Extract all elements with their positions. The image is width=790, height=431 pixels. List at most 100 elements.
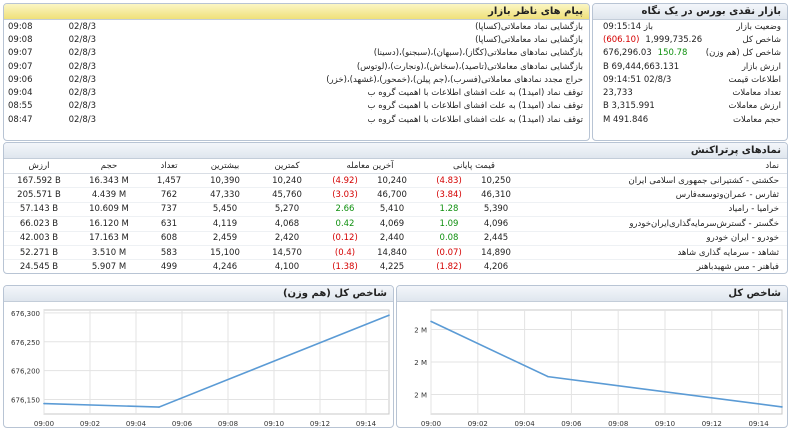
market-summary-value-cell: 1,999,735.26 (606.10) bbox=[593, 33, 706, 46]
cell-value: 52.271 B bbox=[4, 245, 74, 261]
table-row[interactable]: 205.571 B 4.439 M 762 47,330 45,760 (3.03) 46,… bbox=[4, 187, 787, 203]
market-summary-value-cell: 23,733 bbox=[593, 86, 706, 99]
cell-min: 4,100 bbox=[256, 259, 318, 273]
cell-min: 4,068 bbox=[256, 216, 318, 232]
cell-symbol[interactable]: خگستر - گسترش‌سرمایه‌گذاری‌ایران‌خودرو bbox=[526, 216, 787, 232]
market-summary-panel: بازار نقدی بورس در یک نگاه وضعیت بازار با… bbox=[592, 3, 788, 141]
message-time: 09:08 bbox=[8, 21, 33, 32]
x-tick-label: 09:06 bbox=[172, 420, 193, 426]
equal-weight-index-chart-title: شاخص کل (هم وزن) bbox=[4, 286, 393, 302]
x-tick-label: 09:14 bbox=[749, 420, 770, 426]
cell-symbol[interactable]: ثفارس - عمران‌وتوسعه‌فارس bbox=[526, 187, 787, 203]
market-summary-change: 150.78 bbox=[657, 48, 688, 59]
cell-symbol[interactable]: خودرو - ایران‌ خودرو bbox=[526, 231, 787, 246]
market-summary-value: 1,999,735.26 bbox=[645, 34, 703, 45]
cell-symbol[interactable]: حکشتی - کشتیرانی جمهوری اسلامی ایران bbox=[526, 173, 787, 189]
final-price-change: 1.28 bbox=[439, 204, 459, 215]
market-summary-label: حجم معاملات bbox=[733, 114, 781, 125]
message-date: 02/8/3 bbox=[68, 34, 96, 45]
plot-area bbox=[43, 309, 390, 415]
cell-max: 15,100 bbox=[194, 245, 256, 261]
x-tick-label: 09:04 bbox=[515, 420, 536, 426]
cell-min: 2,420 bbox=[256, 231, 318, 246]
last-trade-price: 4,069 bbox=[379, 218, 405, 229]
series-point bbox=[547, 375, 549, 378]
cell-final-price: (4.83) 10,250 bbox=[422, 173, 526, 189]
market-summary-value-cell: باز 09:15:14 bbox=[593, 20, 706, 33]
y-tick-label: 676,250 bbox=[11, 339, 40, 347]
cell-symbol[interactable]: ثشاهد - سرمایه گذاری شاهد bbox=[526, 245, 787, 261]
cell-last-trade: (4.92) 10,240 bbox=[318, 173, 422, 189]
final-price: 4,206 bbox=[483, 262, 509, 273]
table-row[interactable]: 24.545 B 5.907 M 499 4,246 4,100 (1.38) 4,225(… bbox=[4, 259, 787, 273]
col-header-count[interactable]: تعداد bbox=[144, 159, 194, 174]
message-row[interactable]: 08:47 02/8/3 توقف نماد (امید1) به علت افشا… bbox=[4, 113, 589, 126]
col-header-volume[interactable]: حجم bbox=[74, 159, 144, 174]
table-row[interactable]: 52.271 B 3.510 M 583 15,100 14,570 (0.4) 14,84… bbox=[4, 245, 787, 261]
market-summary-table: وضعیت بازار باز 09:15:14 شاخص کل 1,999,735.… bbox=[593, 20, 787, 126]
message-date: 02/8/3 bbox=[68, 74, 96, 85]
x-tick-label: 09:12 bbox=[702, 420, 722, 426]
message-text: توقف نماد (امید1) به علت افشای اطلاعات ب… bbox=[367, 101, 583, 112]
message-row[interactable]: 09:06 02/8/3 حراج مجدد نمادهای معاملاتی(فس… bbox=[4, 73, 589, 86]
table-row[interactable]: 167.592 B 16.343 M 1,457 10,390 10,240 (4.92)… bbox=[4, 173, 787, 189]
message-text: توقف نماد (امید1) به علت افشای اطلاعات ب… bbox=[367, 88, 583, 99]
col-header-last-trade[interactable]: آخرین معامله bbox=[318, 159, 422, 174]
final-price-change: (4.83) bbox=[436, 175, 462, 186]
message-row[interactable]: 09:04 02/8/3 توقف نماد (امید1) به علت افشا… bbox=[4, 86, 589, 99]
final-price-change: 0.08 bbox=[439, 233, 459, 244]
message-row[interactable]: 08:55 02/8/3 توقف نماد (امید1) به علت افشا… bbox=[4, 100, 589, 113]
message-time: 09:04 bbox=[8, 88, 33, 99]
table-row[interactable]: 66.023 B 16.120 M 631 4,119 4,068 0.42 4,069 1.… bbox=[4, 216, 787, 232]
col-header-min[interactable]: کمترین bbox=[256, 159, 318, 174]
message-row[interactable]: 09:08 02/8/3 بازگشایی نماد معاملاتی(کساپا) bbox=[4, 33, 589, 46]
last-trade-price: 10,240 bbox=[377, 175, 407, 186]
cell-min: 5,270 bbox=[256, 202, 318, 218]
message-time: 09:08 bbox=[8, 34, 33, 45]
series-point bbox=[43, 402, 45, 405]
col-header-final-price[interactable]: قیمت پایانی bbox=[422, 159, 526, 174]
cell-value: 42.003 B bbox=[4, 231, 74, 246]
cell-final-price: 0.08 2,445 bbox=[422, 231, 526, 246]
market-summary-change: (606.10) bbox=[603, 34, 640, 45]
table-row[interactable]: 57.143 B 10.609 M 737 5,450 5,270 2.66 5,410 1.… bbox=[4, 202, 787, 218]
market-messages-table: 09:08 02/8/3 بازگشایی نماد معاملاتی(کساپا)… bbox=[4, 20, 589, 126]
message-row[interactable]: 09:08 02/8/3 بازگشایی نماد معاملاتی(کساپا) bbox=[4, 20, 589, 33]
cell-volume: 16.120 M bbox=[74, 216, 144, 232]
x-tick-label: 09:08 bbox=[608, 420, 628, 426]
last-trade-change: (0.4) bbox=[334, 247, 356, 258]
message-date: 02/8/3 bbox=[68, 114, 96, 125]
final-price: 14,890 bbox=[481, 247, 511, 258]
cell-symbol[interactable]: خرامیا - رامیاد bbox=[526, 202, 787, 218]
table-header-row: ارزش حجم تعداد بیشترین کمترین آخرین معام… bbox=[4, 159, 787, 174]
col-header-value[interactable]: ارزش bbox=[4, 159, 74, 174]
total-index-chart-panel: شاخص کل 09:00 09:02 09:04 09:06 09:08 09:10 09… bbox=[396, 285, 788, 428]
last-trade-change: (1.38) bbox=[332, 262, 358, 273]
cell-last-trade: (1.38) 4,225 bbox=[318, 259, 422, 273]
cell-final-price: (1.82) 4,206 bbox=[422, 259, 526, 273]
market-summary-value-cell: 676,296.03 150.78 bbox=[593, 47, 706, 60]
message-date: 02/8/3 bbox=[68, 101, 96, 112]
cell-count: 583 bbox=[144, 245, 194, 261]
cell-volume: 4.439 M bbox=[74, 187, 144, 203]
cell-final-price: (3.84) 46,310 bbox=[422, 187, 526, 203]
cell-symbol[interactable]: فباهنر - مس‌ شهیدباهنر bbox=[526, 259, 787, 273]
x-tick-label: 09:00 bbox=[34, 420, 54, 426]
cell-last-trade: 2.66 5,410 bbox=[318, 202, 422, 218]
message-text: حراج مجدد نمادهای معاملاتی(فسرب)،(جم پیل… bbox=[326, 74, 583, 85]
cell-last-trade: (0.4) 14,840 bbox=[318, 245, 422, 261]
equal-weight-index-chart-panel: شاخص کل (هم وزن) 09:00 09:02 09:04 09:06 09:… bbox=[3, 285, 394, 428]
market-summary-value-cell: 69,444,663.131 B bbox=[593, 60, 706, 73]
col-header-symbol[interactable]: نماد bbox=[526, 159, 787, 174]
cell-volume: 5.907 M bbox=[74, 259, 144, 273]
last-trade-price: 2,440 bbox=[379, 233, 405, 244]
table-row[interactable]: 42.003 B 17.163 M 608 2,459 2,420 (0.12) 2,440… bbox=[4, 231, 787, 246]
col-header-max[interactable]: بیشترین bbox=[194, 159, 256, 174]
message-row[interactable]: 09:07 02/8/3 بازگشایی نمادهای معاملاتی(تاص… bbox=[4, 60, 589, 73]
cell-max: 47,330 bbox=[194, 187, 256, 203]
final-price-change: (0.07) bbox=[436, 247, 462, 258]
last-trade-price: 46,700 bbox=[377, 190, 407, 201]
message-row[interactable]: 09:07 02/8/3 بازگشایی نمادهای معاملاتی(کگا… bbox=[4, 47, 589, 60]
y-tick-label: 676,200 bbox=[11, 368, 40, 376]
cell-value: 205.571 B bbox=[4, 187, 74, 203]
